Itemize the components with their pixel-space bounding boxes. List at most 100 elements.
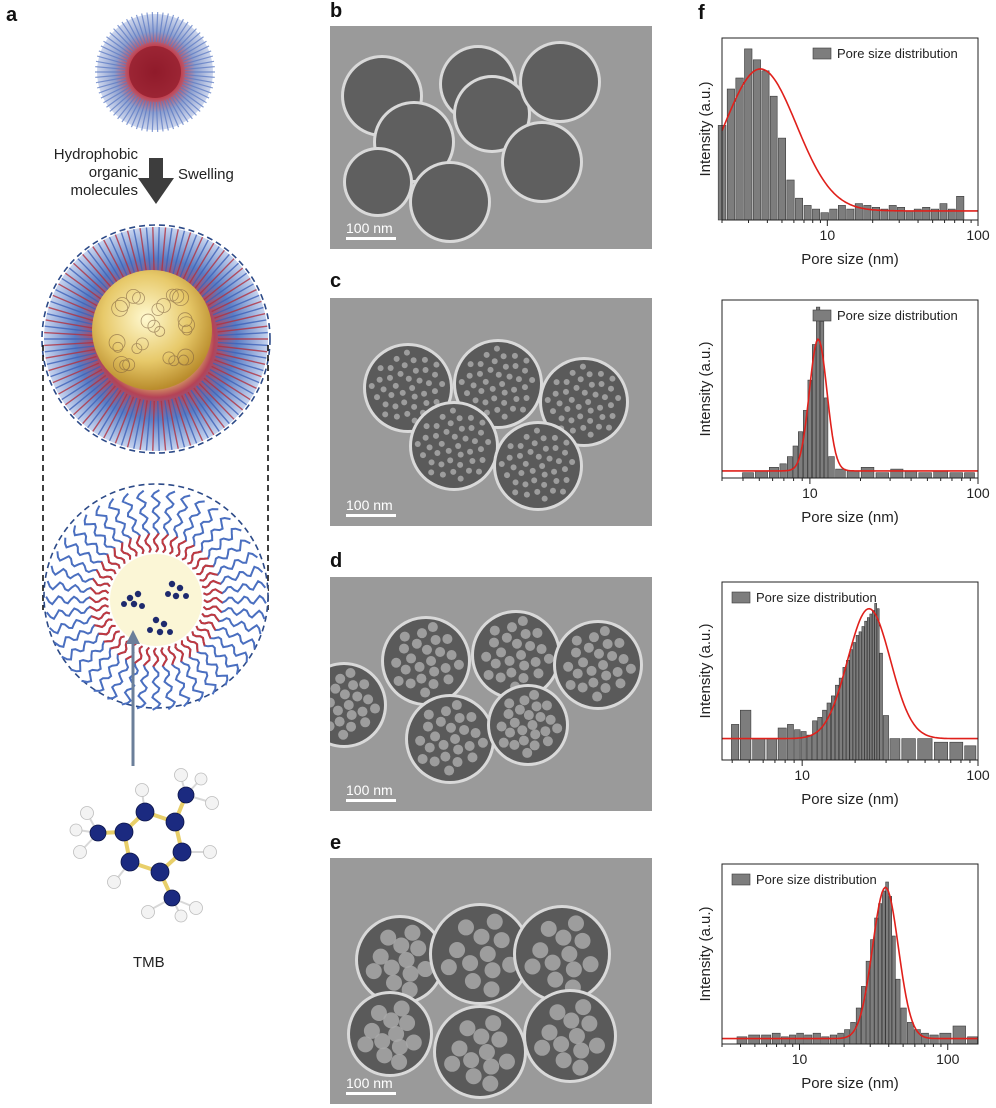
histogram-bar bbox=[900, 1007, 907, 1045]
panel-label-a: a bbox=[6, 4, 18, 26]
histogram-bar bbox=[742, 472, 754, 479]
histogram-bar bbox=[795, 197, 804, 221]
swelling-schematic bbox=[41, 12, 271, 923]
legend-label: Pore size distribution bbox=[837, 46, 958, 61]
histogram-bar bbox=[812, 208, 821, 221]
histogram-bar bbox=[822, 709, 827, 761]
micelle-before-swelling bbox=[95, 12, 215, 132]
histogram-bar bbox=[929, 1034, 939, 1045]
histogram-bar bbox=[878, 903, 883, 1045]
histogram-bar bbox=[828, 456, 835, 479]
tem-image-c: 100 nm bbox=[330, 298, 652, 526]
histogram-bar bbox=[852, 642, 857, 761]
scale-bar bbox=[346, 237, 396, 240]
x-tick-label: 10 bbox=[794, 767, 810, 783]
histogram-bar bbox=[812, 720, 818, 761]
histogram-bar bbox=[835, 468, 846, 479]
x-tick-label: 10 bbox=[820, 227, 836, 243]
pore-size-chart-3: 10 100 Pore size (nm) Intensity (a.u.) Pore … bbox=[697, 581, 990, 808]
histogram-bar bbox=[882, 715, 889, 761]
histogram-bar bbox=[867, 617, 870, 761]
histogram-bar bbox=[905, 210, 914, 221]
histogram-bar bbox=[842, 667, 847, 761]
x-tick-label: 10 bbox=[792, 1051, 808, 1067]
histogram-bar bbox=[769, 95, 778, 221]
tmb-molecule-model bbox=[69, 768, 219, 923]
histogram-bar bbox=[752, 59, 761, 221]
y-axis-label: Intensity (a.u.) bbox=[697, 623, 714, 718]
histogram-bar bbox=[952, 1025, 966, 1045]
zoom-connector bbox=[42, 345, 269, 610]
tem-image-e: 100 nm bbox=[330, 858, 652, 1104]
histogram-bar bbox=[907, 1022, 914, 1045]
panel-label-e: e bbox=[330, 832, 342, 854]
histogram-bar bbox=[891, 935, 896, 1045]
pore-size-chart-2: 10 100 Pore size (nm) Intensity (a.u.) Pore … bbox=[697, 299, 990, 526]
tmb-label: TMB bbox=[133, 954, 165, 971]
histogram-bar bbox=[875, 472, 889, 479]
y-axis-label: Intensity (a.u.) bbox=[697, 906, 714, 1001]
scale-bar-label: 100 nm bbox=[346, 782, 393, 798]
swelling-label: Swelling bbox=[178, 166, 234, 183]
histogram-bar bbox=[895, 978, 901, 1045]
histogram-bar bbox=[855, 635, 860, 761]
x-tick-label: 100 bbox=[966, 767, 990, 783]
histogram-bar bbox=[949, 472, 963, 479]
histogram-bar bbox=[820, 212, 829, 221]
legend-swatch bbox=[731, 873, 751, 886]
swelling-arrow bbox=[138, 158, 174, 204]
histogram-bar bbox=[876, 608, 880, 761]
histogram-bar bbox=[964, 472, 975, 479]
pore-size-chart-4: 10 100 Pore size (nm) Intensity (a.u.) Pore … bbox=[697, 863, 979, 1092]
panel-label-d: d bbox=[330, 550, 343, 572]
histogram-bar bbox=[939, 203, 948, 221]
histogram-bar bbox=[761, 70, 770, 221]
histogram-bar bbox=[846, 660, 850, 761]
histogram-bar bbox=[846, 208, 855, 221]
histogram-bar bbox=[874, 603, 877, 761]
tem-image-d: 100 nm bbox=[330, 577, 652, 811]
scale-bar-label: 100 nm bbox=[346, 497, 393, 513]
histogram-bar bbox=[794, 729, 801, 761]
histogram-bar bbox=[885, 881, 889, 1045]
histogram-bar bbox=[888, 896, 893, 1045]
histogram-bar bbox=[816, 306, 821, 479]
panel-label-b: b bbox=[330, 0, 343, 22]
x-axis-label: Pore size (nm) bbox=[801, 509, 899, 526]
histogram-bar bbox=[766, 738, 777, 761]
histogram-bar bbox=[858, 631, 862, 761]
tmb-pointer-arrow bbox=[126, 630, 140, 766]
fit-curve bbox=[722, 886, 978, 1040]
histogram-bar bbox=[735, 77, 744, 221]
x-tick-label: 10 bbox=[802, 485, 818, 501]
x-axis-label: Pore size (nm) bbox=[801, 251, 899, 268]
histogram-bar bbox=[826, 702, 832, 761]
histogram-bar bbox=[824, 397, 829, 479]
fit-curve bbox=[721, 68, 978, 212]
histogram-bar bbox=[949, 741, 964, 761]
histogram-bar bbox=[731, 724, 740, 761]
histogram-bar bbox=[901, 738, 916, 761]
histogram-bar bbox=[846, 470, 860, 479]
histogram-bar bbox=[748, 1034, 761, 1045]
histogram-bar bbox=[889, 738, 901, 761]
histogram-bar bbox=[761, 1034, 772, 1045]
y-axis-label: Intensity (a.u.) bbox=[697, 81, 714, 176]
x-tick-label: 100 bbox=[966, 485, 990, 501]
histogram-bar bbox=[789, 1034, 796, 1045]
histogram-bar bbox=[874, 917, 879, 1045]
histogram-bar bbox=[881, 890, 886, 1045]
x-axis-label: Pore size (nm) bbox=[801, 1075, 899, 1092]
scale-bar bbox=[346, 799, 396, 802]
histogram-bar bbox=[787, 456, 793, 479]
swollen-micelle bbox=[41, 224, 271, 454]
histogram-bar bbox=[803, 205, 812, 221]
histogram-bar bbox=[755, 470, 768, 479]
histogram-bar bbox=[922, 207, 931, 221]
histogram-bar bbox=[863, 205, 872, 221]
legend-label: Pore size distribution bbox=[756, 590, 877, 605]
legend-swatch bbox=[812, 309, 832, 322]
histogram-bar bbox=[829, 1034, 837, 1045]
y-axis-label: Intensity (a.u.) bbox=[697, 341, 714, 436]
panel-label-f: f bbox=[698, 2, 705, 24]
